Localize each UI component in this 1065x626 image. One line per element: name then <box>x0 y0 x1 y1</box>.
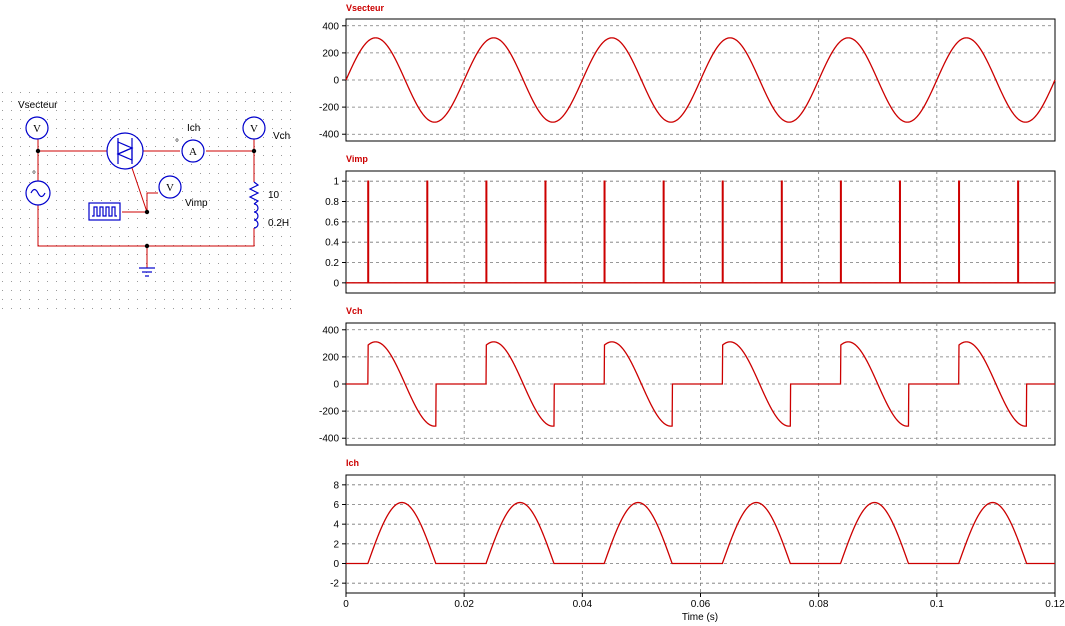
triac-icon[interactable] <box>106 132 144 170</box>
y-tick-label: 0.2 <box>325 258 339 269</box>
y-tick-label: 1 <box>333 177 339 188</box>
plot-title-vch: Vch <box>346 306 363 316</box>
voltmeter-letter-icon: V <box>33 123 41 135</box>
y-tick-label: 0 <box>333 559 339 570</box>
x-tick-label: 0.06 <box>691 599 711 610</box>
x-tick-label: 0.1 <box>930 599 944 610</box>
plot-vch: Vch 400 200 0 -200 -400 <box>319 306 1056 446</box>
y-tick-label: 6 <box>333 500 339 511</box>
x-tick-label: 0.04 <box>573 599 593 610</box>
y-tick-label: 400 <box>322 325 339 336</box>
y-tick-label: 2 <box>333 539 339 550</box>
label-ich: Ich <box>187 123 200 134</box>
y-tick-label: -400 <box>319 130 339 141</box>
circuit-schematic: V Vsecteur ° A Ich ° V Vch V Vimp <box>2 92 291 309</box>
y-tick-label: -200 <box>319 407 339 418</box>
y-tick-label: 8 <box>333 480 339 491</box>
junction-top-left <box>35 148 41 154</box>
ammeter[interactable]: A <box>181 139 205 163</box>
y-tick-label: 0 <box>333 76 339 87</box>
svg-text:°: ° <box>32 170 36 181</box>
junction-ground <box>144 243 150 249</box>
series-line-vch <box>346 341 1055 427</box>
y-tick-label: -400 <box>319 434 339 445</box>
y-tick-label: 0 <box>333 278 339 289</box>
plot-title-vsecteur: Vsecteur <box>346 3 385 13</box>
ac-source-icon[interactable]: ° <box>25 170 51 206</box>
voltmeter-gate[interactable]: V <box>158 175 182 199</box>
y-tick-label: 400 <box>322 21 339 32</box>
y-tick-label: 200 <box>322 48 339 59</box>
y-tick-label: 0 <box>333 380 339 391</box>
y-tick-label: 0.6 <box>325 217 339 228</box>
x-tick-label: 0.02 <box>454 599 474 610</box>
inductor-icon[interactable] <box>253 203 259 229</box>
series-line-vimp <box>346 180 1055 284</box>
circuit-junctions <box>35 148 257 249</box>
wire-gate-voltmeter <box>146 192 158 212</box>
ammeter-letter-icon: A <box>189 146 197 158</box>
x-axis-title: Time (s) <box>682 612 718 623</box>
time-axis: 0 0.02 0.04 0.06 0.08 0.1 0.12 <box>343 593 1065 610</box>
x-tick-label: 0.12 <box>1045 599 1065 610</box>
voltmeter-letter-icon: V <box>166 182 174 194</box>
label-vimp: Vimp <box>185 198 208 209</box>
y-tick-label: -2 <box>330 579 339 590</box>
y-tick-label: 200 <box>322 352 339 363</box>
series-line-vsecteur <box>345 37 1056 123</box>
plot-ich: Ich 8 6 4 2 0 -2 <box>330 458 1056 594</box>
y-tick-label: -200 <box>319 103 339 114</box>
pulse-generator-icon[interactable] <box>88 202 121 221</box>
wire-gate <box>130 164 148 213</box>
x-tick-label: 0 <box>343 599 349 610</box>
label-resistor-value: 10 <box>268 190 280 201</box>
resistor-icon[interactable] <box>248 181 260 205</box>
series-line-ich <box>346 501 1055 565</box>
plot-frame <box>345 474 1056 594</box>
label-vsecteur: Vsecteur <box>18 100 58 111</box>
voltmeter-source[interactable]: V <box>25 116 49 140</box>
label-vch: Vch <box>273 131 290 142</box>
junction-gate <box>144 209 150 215</box>
plot-vimp: Vimp 1 0.8 0.6 0.4 0.2 0 <box>325 154 1056 294</box>
voltmeter-load[interactable]: V <box>242 116 266 140</box>
plot-title-ich: Ich <box>346 458 359 468</box>
voltmeter-letter-icon: V <box>250 123 258 135</box>
plot-title-vimp: Vimp <box>346 154 368 164</box>
junction-top-right <box>251 148 257 154</box>
svg-text:°: ° <box>175 138 179 149</box>
x-tick-label: 0.08 <box>809 599 829 610</box>
y-tick-label: 0.4 <box>325 238 339 249</box>
ground-icon <box>139 267 155 277</box>
plot-vsecteur: Vsecteur 400 200 0 -200 -400 <box>319 3 1056 142</box>
label-inductor-value: 0.2H <box>268 218 289 229</box>
y-tick-label: 4 <box>333 520 339 531</box>
y-tick-label: 0.8 <box>325 197 339 208</box>
